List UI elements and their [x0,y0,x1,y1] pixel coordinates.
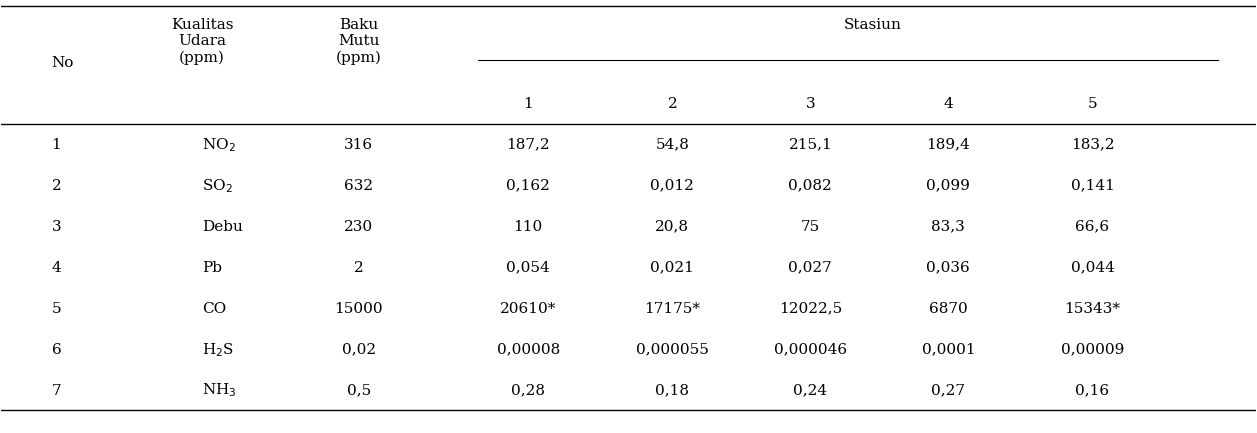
Text: Pb: Pb [202,261,222,275]
Text: 7: 7 [52,384,62,397]
Text: 2: 2 [667,97,678,111]
Text: 0,044: 0,044 [1071,261,1115,275]
Text: 0,000046: 0,000046 [774,343,847,357]
Text: 189,4: 189,4 [926,138,970,152]
Text: 12022,5: 12022,5 [779,302,842,316]
Text: 0,18: 0,18 [655,384,689,397]
Text: 6: 6 [52,343,62,357]
Text: SO$_2$: SO$_2$ [202,177,233,194]
Text: 20610*: 20610* [500,302,557,316]
Text: 5: 5 [1087,97,1097,111]
Text: 0,054: 0,054 [507,261,551,275]
Text: 3: 3 [806,97,816,111]
Text: 0,27: 0,27 [931,384,965,397]
Text: 54,8: 54,8 [655,138,689,152]
Text: 0,00008: 0,00008 [497,343,559,357]
Text: 0,5: 0,5 [347,384,371,397]
Text: 66,6: 66,6 [1076,220,1110,234]
Text: 0,027: 0,027 [788,261,832,275]
Text: 0,28: 0,28 [512,384,546,397]
Text: 0,0001: 0,0001 [921,343,975,357]
Text: No: No [52,56,74,70]
Text: 0,24: 0,24 [793,384,827,397]
Text: 0,141: 0,141 [1071,179,1115,193]
Text: CO: CO [202,302,226,316]
Text: 2: 2 [354,261,363,275]
Text: Stasiun: Stasiun [845,18,903,32]
Text: 4: 4 [52,261,62,275]
Text: 0,02: 0,02 [342,343,376,357]
Text: 316: 316 [344,138,373,152]
Text: 0,162: 0,162 [507,179,551,193]
Text: 0,082: 0,082 [788,179,832,193]
Text: H$_2$S: H$_2$S [202,341,234,359]
Text: 5: 5 [52,302,62,316]
Text: NO$_2$: NO$_2$ [202,136,236,154]
Text: 2: 2 [52,179,62,193]
Text: 183,2: 183,2 [1071,138,1115,152]
Text: 75: 75 [801,220,820,234]
Text: 215,1: 215,1 [788,138,832,152]
Text: 15343*: 15343* [1065,302,1120,316]
Text: 83,3: 83,3 [931,220,965,234]
Text: 15000: 15000 [334,302,383,316]
Text: 3: 3 [52,220,62,234]
Text: 0,000055: 0,000055 [636,343,709,357]
Text: Kualitas
Udara
(ppm): Kualitas Udara (ppm) [171,18,234,65]
Text: 0,00009: 0,00009 [1061,343,1124,357]
Text: 1: 1 [52,138,62,152]
Text: 17175*: 17175* [645,302,700,316]
Text: Debu: Debu [202,220,243,234]
Text: 230: 230 [344,220,373,234]
Text: 4: 4 [944,97,953,111]
Text: 0,16: 0,16 [1076,384,1110,397]
Text: 0,021: 0,021 [650,261,694,275]
Text: 632: 632 [344,179,373,193]
Text: NH$_3$: NH$_3$ [202,382,236,400]
Text: 0,012: 0,012 [650,179,694,193]
Text: 20,8: 20,8 [655,220,689,234]
Text: 187,2: 187,2 [507,138,551,152]
Text: 6870: 6870 [929,302,968,316]
Text: 0,036: 0,036 [926,261,970,275]
Text: Baku
Mutu
(ppm): Baku Mutu (ppm) [336,18,382,65]
Text: 0,099: 0,099 [926,179,970,193]
Text: 1: 1 [523,97,533,111]
Text: 110: 110 [514,220,543,234]
